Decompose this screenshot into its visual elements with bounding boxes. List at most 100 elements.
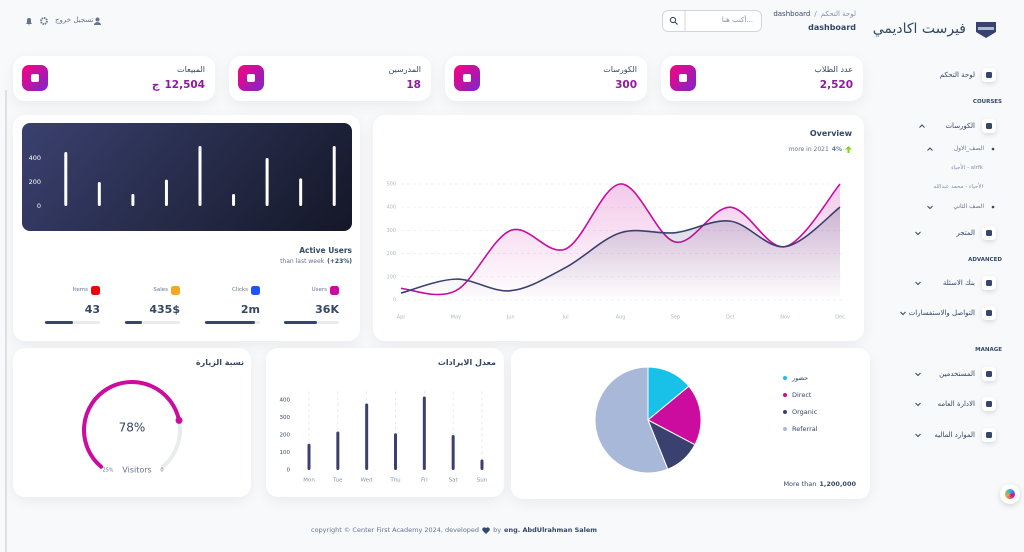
- user-icon: [95, 17, 100, 22]
- metric-value: 2m: [240, 303, 260, 316]
- stat-card: الكورسات 300: [445, 56, 647, 101]
- progress-track: [284, 321, 339, 324]
- revenue-card: [266, 348, 504, 497]
- active-users-chart-bg: [22, 123, 352, 231]
- nav-sublink[interactable]: الأحياء - محمد عبدالله: [933, 184, 983, 190]
- nav-link[interactable]: الادارة العامه: [937, 400, 975, 408]
- metric: Clicks 2m: [205, 286, 260, 326]
- stat-unit: ج: [151, 79, 160, 91]
- caption-value: 1,200,000: [819, 480, 856, 488]
- stat-value: 2,520: [820, 79, 853, 92]
- nav-sublink[interactable]: الأحياء - alrfk: [951, 165, 983, 171]
- breadcrumb-root[interactable]: لوحة التحكم: [820, 10, 856, 18]
- nav-bullet: [991, 205, 995, 209]
- stat-label: المبيعات: [177, 65, 205, 74]
- stat-number: 18: [406, 79, 421, 91]
- nav-link[interactable]: المتجر: [956, 229, 975, 237]
- brand-name: فيرست اكاديمي: [872, 21, 966, 37]
- metric-value: 435$: [149, 303, 180, 316]
- footer-author: eng. AbdUlrahman Salem: [504, 526, 598, 534]
- chevron: [919, 124, 925, 128]
- progress-bar: [45, 321, 73, 324]
- brand-logo: [978, 27, 994, 30]
- nav-icon: [982, 428, 996, 442]
- chevron: [915, 372, 921, 377]
- nav-section-title: ADVANCED: [968, 257, 1002, 263]
- metric: Sales 435$: [125, 286, 180, 326]
- chevron: [900, 311, 906, 316]
- progress-bar: [125, 321, 142, 324]
- metric-label: Users: [311, 287, 327, 294]
- nav-icon-glyph: [986, 230, 992, 236]
- stat-label: عدد الطلاب: [814, 65, 853, 74]
- overview-subtitle: 4% more in 2021: [788, 146, 852, 154]
- search-placeholder: أكتب هنا...: [721, 16, 753, 24]
- stat-value: 300: [615, 79, 637, 92]
- logout-link[interactable]: تسجيل خروج: [55, 16, 94, 24]
- nav-link[interactable]: المستخدمين: [939, 370, 975, 378]
- nav-icon: [982, 397, 996, 411]
- overview-title: Overview: [809, 129, 852, 138]
- metric-label: Sales: [153, 287, 168, 294]
- progress-track: [45, 321, 100, 324]
- nav-icon: [982, 367, 996, 381]
- metric-label: Items: [72, 287, 88, 294]
- metric-icon: [91, 286, 100, 295]
- nav-sublink[interactable]: الصف_الاول: [953, 145, 984, 152]
- floating-icon: [1005, 489, 1015, 499]
- metric-head: Users: [312, 286, 339, 295]
- caption-text: More than: [783, 480, 817, 488]
- stat-label: الكورسات: [603, 65, 637, 74]
- stat-value: ج 12,504: [152, 79, 205, 92]
- visits-title: نسبة الزيارة: [195, 358, 244, 367]
- stat-icon-glyph: [463, 74, 471, 82]
- stat-label: المدرسين: [388, 65, 421, 74]
- floating-button[interactable]: [1000, 484, 1020, 504]
- breadcrumb: لوحة التحكم / dashboard: [773, 10, 856, 18]
- active-users-title: Active Users: [299, 246, 352, 255]
- nav-icon: [982, 276, 996, 290]
- stat-card: عدد الطلاب 2,520: [661, 56, 863, 101]
- overview-subtitle-text: more in 2021: [788, 146, 829, 153]
- nav-sublink[interactable]: الصف الثاني: [953, 203, 984, 210]
- chevron: [927, 205, 933, 210]
- stat-number: 300: [615, 79, 637, 91]
- active-users-card: [13, 115, 360, 341]
- chevron: [927, 147, 933, 151]
- nav-icon-glyph: [986, 123, 992, 129]
- footer-text: copyright © Center First Academy 2024, d…: [311, 526, 480, 534]
- search-box[interactable]: أكتب هنا...: [662, 10, 762, 32]
- subtitle-text: than last week: [280, 258, 325, 265]
- page-title: dashboard: [808, 23, 856, 32]
- nav-link[interactable]: الموارد الماليه: [934, 431, 975, 439]
- revenue-title: معدل الايرادات: [437, 358, 496, 367]
- nav-section-title: COURSES: [972, 99, 1002, 105]
- metric-icon: [251, 286, 260, 295]
- nav-icon: [982, 68, 996, 82]
- stat-number: 2,520: [819, 79, 853, 91]
- metric-head: Items: [73, 286, 100, 295]
- nav-link[interactable]: الكورسات: [945, 122, 975, 130]
- nav-link[interactable]: التواصل والاستفسارات: [908, 309, 975, 317]
- nav-icon-glyph: [986, 371, 992, 377]
- footer: copyright © Center First Academy 2024, d…: [311, 526, 598, 535]
- traffic-caption: More than 1,200,000: [783, 480, 856, 489]
- stat-icon-glyph: [31, 74, 39, 82]
- chevron: [915, 231, 921, 236]
- nav-section-title: MANAGE: [975, 347, 1002, 353]
- nav-icon: [982, 306, 996, 320]
- heart-icon: [482, 527, 490, 535]
- nav-link[interactable]: لوحة التحكم: [939, 71, 975, 79]
- nav-icon-glyph: [986, 280, 992, 286]
- nav-icon-glyph: [986, 72, 992, 78]
- breadcrumb-separator: /: [814, 10, 817, 18]
- heart-icon: [482, 527, 490, 535]
- metric-head: Clicks: [232, 286, 260, 295]
- nav-icon-glyph: [986, 310, 992, 316]
- user-icon: [94, 22, 101, 25]
- stat-icon: [22, 65, 48, 91]
- nav-link[interactable]: بنك الاسئلة: [942, 279, 975, 287]
- nav-icon-glyph: [986, 401, 992, 407]
- nav-icon-glyph: [986, 432, 992, 438]
